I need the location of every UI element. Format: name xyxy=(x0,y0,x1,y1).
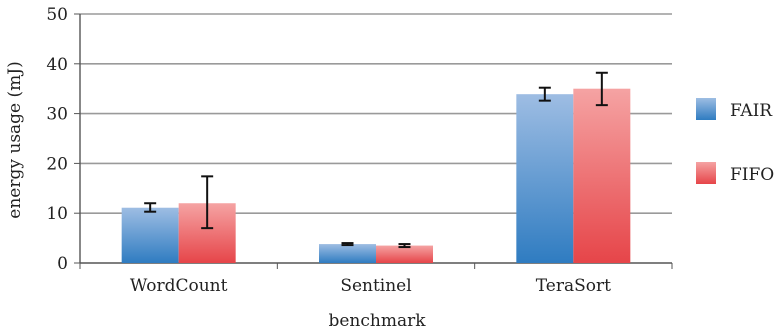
error-bars xyxy=(144,71,608,249)
y-tick-label: 20 xyxy=(46,154,68,174)
y-tick-label: 40 xyxy=(46,55,68,75)
bar-fifo-terasort xyxy=(573,88,631,263)
bar-fair-sentinel xyxy=(319,244,376,263)
bars xyxy=(121,88,631,263)
x-axis-ticks: WordCount Sentinel TeraSort xyxy=(79,263,673,296)
legend-label-fifo: FIFO xyxy=(730,165,774,185)
y-tick-label: 30 xyxy=(46,105,68,125)
x-tick-label: TeraSort xyxy=(536,276,611,296)
legend-label-fair: FAIR xyxy=(730,101,773,121)
x-tick-label: WordCount xyxy=(130,276,228,296)
legend: FAIR FIFO xyxy=(696,98,774,185)
x-tick-label: Sentinel xyxy=(340,276,411,296)
y-axis-label: energy usage (mJ) xyxy=(5,61,25,218)
y-tick-label: 0 xyxy=(57,254,68,274)
bar-fifo-sentinel xyxy=(376,245,433,263)
y-tick-label: 10 xyxy=(46,204,68,224)
legend-swatch-fair xyxy=(696,98,716,120)
y-tick-label: 50 xyxy=(46,5,68,25)
bar-fair-wordcount xyxy=(121,207,179,263)
y-axis-ticks: 0 10 20 30 40 50 xyxy=(46,5,80,274)
bar-fair-terasort xyxy=(516,94,574,263)
legend-swatch-fifo xyxy=(696,162,716,184)
x-axis-label: benchmark xyxy=(328,311,426,331)
